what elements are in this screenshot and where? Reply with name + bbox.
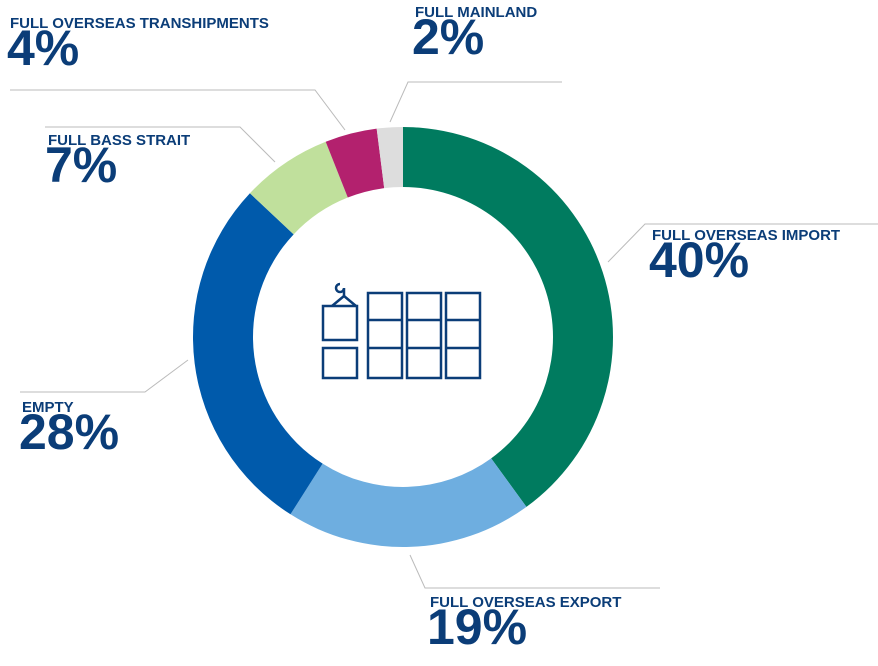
value-label: 40% — [649, 232, 749, 288]
leader-line — [607, 223, 878, 263]
donut-segment — [325, 128, 385, 198]
value-label: 28% — [19, 404, 119, 460]
category-label: FULL OVERSEAS TRANSHIPMENTS — [10, 15, 269, 32]
donut-segment — [290, 458, 527, 547]
category-label: FULL OVERSEAS EXPORT — [430, 594, 621, 611]
leader-line — [409, 554, 660, 589]
category-label: EMPTY — [22, 399, 74, 416]
container-icon — [321, 282, 482, 380]
value-label: 4% — [7, 20, 79, 76]
donut-segment — [376, 127, 403, 189]
category-label: FULL MAINLAND — [415, 4, 537, 21]
leader-line — [20, 359, 189, 393]
leader-lines — [10, 81, 878, 589]
donut-segment — [403, 127, 614, 507]
category-label: FULL BASS STRAIT — [48, 132, 190, 149]
leader-line — [45, 126, 276, 163]
value-label: 19% — [427, 599, 527, 655]
leader-line — [389, 81, 562, 123]
value-label: 7% — [45, 137, 117, 193]
donut-segment — [249, 141, 348, 235]
leader-line — [10, 89, 346, 131]
value-label: 2% — [412, 9, 484, 65]
donut-segment — [193, 193, 323, 515]
category-label: FULL OVERSEAS IMPORT — [652, 227, 840, 244]
